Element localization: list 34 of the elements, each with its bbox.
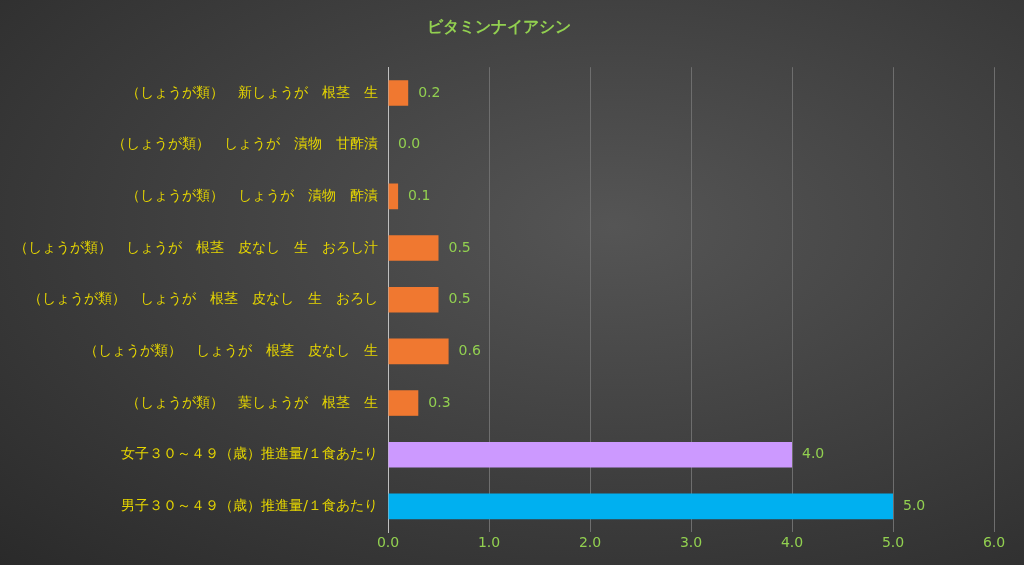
bar <box>388 338 449 365</box>
y-tick-label: （しょうが類） 新しょうが 根茎 生 <box>126 83 378 100</box>
data-label: 4.0 <box>802 445 825 462</box>
x-tick-label: 3.0 <box>679 534 703 551</box>
bar <box>388 441 792 468</box>
bar <box>388 286 439 313</box>
chart-title: ビタミンナイアシン <box>427 16 571 36</box>
y-tick-label: （しょうが類） しょうが 根茎 皮なし 生 おろし汁 <box>14 238 378 255</box>
x-tick-label: 4.0 <box>780 534 804 551</box>
y-tick-label: （しょうが類） しょうが 根茎 皮なし 生 おろし <box>28 290 378 307</box>
y-tick-label: 男子３０～４９（歳）推進量/１食あたり <box>121 497 378 514</box>
data-label: 0.1 <box>408 187 431 204</box>
bar <box>388 235 439 261</box>
data-label: 5.0 <box>903 497 926 514</box>
bar <box>388 80 409 106</box>
y-tick-label: （しょうが類） しょうが 漬物 甘酢漬 <box>112 135 378 152</box>
y-tick-label: （しょうが類） しょうが 根茎 皮なし 生 <box>84 342 378 359</box>
data-label: 0.5 <box>448 290 471 307</box>
data-label: 0.0 <box>398 135 421 152</box>
data-label: 0.2 <box>418 83 441 100</box>
data-label: 0.3 <box>428 393 451 410</box>
y-tick-label: （しょうが類） 葉しょうが 根茎 生 <box>126 393 378 410</box>
x-tick-label: 2.0 <box>578 534 602 551</box>
data-label: 0.5 <box>448 238 471 255</box>
y-tick-label: 女子３０～４９（歳）推進量/１食あたり <box>121 445 378 462</box>
x-tick-label: 1.0 <box>477 534 501 551</box>
data-label: 0.6 <box>458 342 481 359</box>
x-tick-label: 0.0 <box>376 534 400 551</box>
y-tick-label: （しょうが類） しょうが 漬物 酢漬 <box>126 187 378 204</box>
bar <box>388 390 419 416</box>
x-tick-label: 6.0 <box>982 534 1006 551</box>
x-tick-label: 5.0 <box>881 534 905 551</box>
bar <box>388 493 893 520</box>
bar <box>388 183 399 210</box>
